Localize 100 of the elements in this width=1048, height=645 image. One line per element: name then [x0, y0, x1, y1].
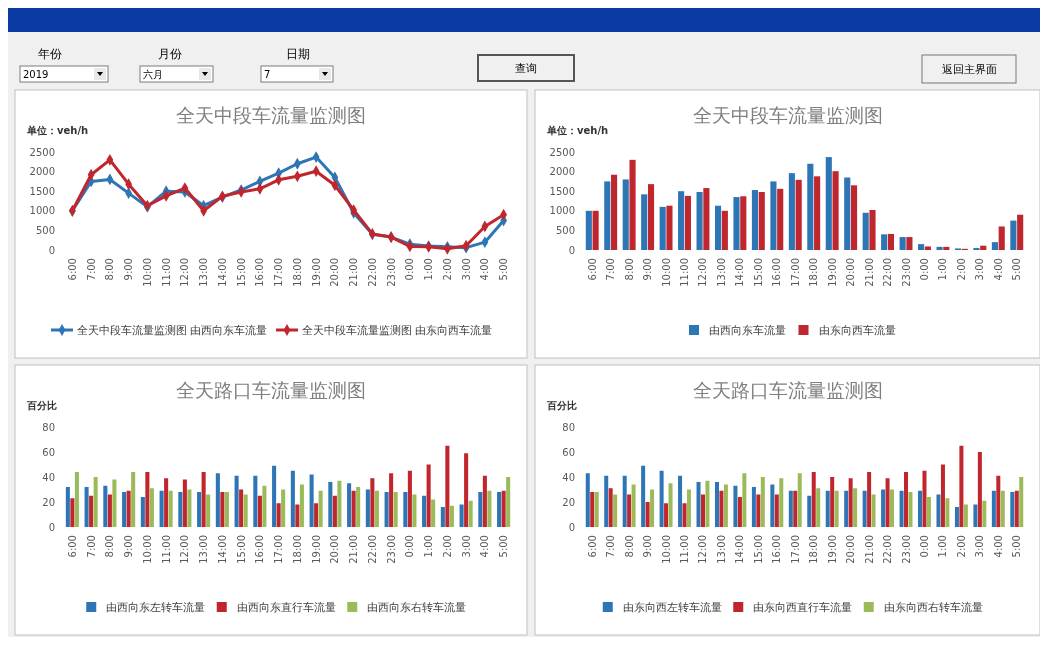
bar	[678, 475, 683, 527]
y-tick-label: 1500	[29, 185, 55, 197]
x-tick-label: 6:00	[66, 258, 78, 281]
x-tick-label: 21:00	[348, 258, 360, 287]
x-tick-label: 8:00	[104, 535, 116, 558]
legend-label: 由东向西左转车流量	[622, 600, 722, 613]
bar	[684, 195, 691, 250]
x-tick-label: 11:00	[160, 535, 172, 564]
bar	[756, 494, 761, 527]
y-tick-label: 500	[555, 224, 575, 236]
bar	[991, 490, 996, 527]
x-tick-label: 14:00	[216, 535, 228, 564]
bar	[668, 483, 673, 527]
bar	[977, 452, 982, 527]
x-tick-label: 19:00	[310, 258, 322, 287]
bar	[770, 181, 777, 250]
bar	[867, 472, 872, 527]
bar	[703, 188, 710, 250]
x-tick-label: 19:00	[826, 258, 838, 287]
x-tick-label: 4:00	[992, 535, 1004, 558]
bar	[926, 497, 931, 527]
x-tick-label: 10:00	[141, 535, 153, 564]
bar	[407, 470, 412, 527]
bar	[659, 470, 664, 527]
bar	[103, 485, 108, 527]
bar	[682, 503, 687, 527]
x-tick-label: 16:00	[254, 535, 266, 564]
bar	[631, 484, 636, 527]
x-tick-label: 17:00	[789, 535, 801, 564]
x-tick-label: 4:00	[992, 258, 1004, 281]
bar	[696, 482, 701, 527]
text: 六月	[143, 68, 163, 80]
text: 日期	[286, 47, 310, 61]
bar	[613, 494, 618, 527]
y-tick-label: 80	[562, 421, 575, 433]
bar	[982, 500, 987, 527]
bar	[686, 489, 691, 527]
bar	[770, 484, 775, 527]
bar	[426, 464, 431, 527]
bar	[890, 489, 895, 527]
bar	[445, 445, 450, 527]
bar	[370, 478, 375, 527]
bar	[70, 498, 75, 527]
y-axis-title: 百分比	[26, 400, 57, 411]
x-tick-label: 9:00	[642, 535, 654, 558]
x-tick-label: 2:00	[955, 258, 967, 281]
bar	[253, 475, 258, 527]
bar	[774, 494, 779, 527]
bar	[295, 504, 300, 527]
x-tick-label: 10:00	[660, 258, 672, 287]
bar	[243, 494, 248, 527]
bar	[814, 176, 821, 250]
x-tick-label: 13:00	[715, 258, 727, 287]
x-tick-label: 2:00	[441, 535, 453, 558]
bar	[650, 489, 655, 527]
x-tick-label: 7:00	[85, 258, 97, 281]
y-tick-label: 0	[568, 521, 575, 533]
bar	[641, 465, 646, 527]
bar	[159, 490, 164, 527]
legend-label: 由东向西右转车流量	[883, 600, 983, 613]
bar	[1000, 490, 1005, 527]
bar	[760, 477, 765, 527]
bar	[844, 177, 851, 250]
x-tick-label: 0:00	[404, 535, 416, 558]
bar	[374, 490, 379, 527]
bar	[1019, 477, 1024, 527]
bar	[622, 475, 627, 527]
x-tick-label: 17:00	[273, 535, 285, 564]
bar	[89, 495, 94, 527]
bar	[389, 473, 394, 527]
bar	[328, 482, 333, 527]
legend-label: 全天中段车流量监测图 由西向东车流量	[77, 323, 268, 336]
bar	[501, 490, 506, 527]
x-tick-label: 3:00	[460, 258, 472, 281]
bar	[887, 233, 895, 250]
y-tick-label: 20	[562, 496, 575, 508]
bar	[940, 464, 945, 527]
bar	[224, 492, 229, 527]
bar	[482, 475, 487, 527]
bar	[737, 497, 742, 527]
x-tick-label: 9:00	[123, 258, 135, 281]
bar	[299, 484, 304, 527]
x-tick-label: 12:00	[179, 535, 191, 564]
bar	[272, 465, 277, 527]
y-axis-title: 单位：veh/h	[26, 125, 89, 136]
y-tick-label: 2000	[29, 166, 55, 178]
x-tick-label: 20:00	[845, 258, 857, 287]
bar	[347, 483, 352, 527]
y-tick-label: 1000	[29, 205, 55, 217]
bar	[497, 492, 502, 527]
chart-title: 全天中段车流量监测图	[692, 104, 883, 126]
bar	[797, 473, 802, 527]
bar	[825, 157, 832, 250]
x-tick-label: 10:00	[660, 535, 672, 564]
x-tick-label: 8:00	[623, 535, 635, 558]
bar	[899, 237, 906, 250]
x-tick-label: 3:00	[460, 535, 472, 558]
bar	[487, 490, 492, 527]
y-tick-label: 40	[42, 471, 55, 483]
bar	[678, 191, 685, 250]
